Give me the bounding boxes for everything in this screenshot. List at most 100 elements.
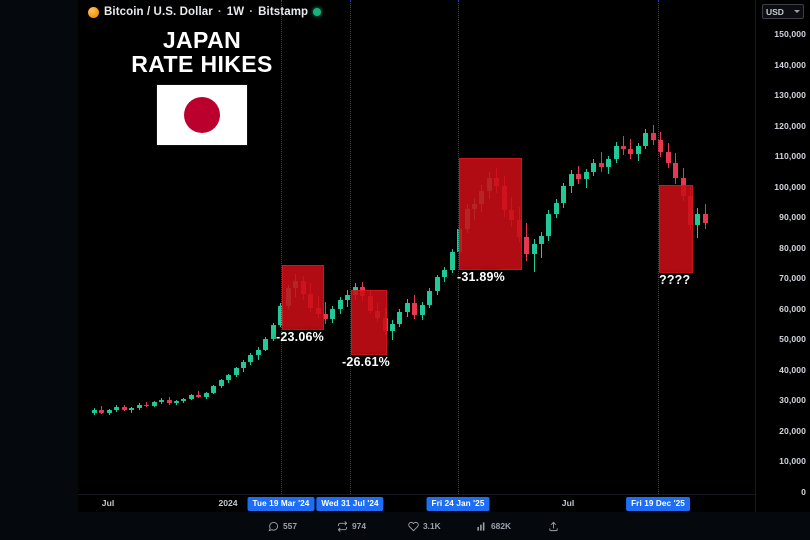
interval-label[interactable]: 1W: [226, 6, 245, 18]
price-tick: 70,000: [779, 273, 806, 284]
candle-body: [226, 374, 232, 380]
candle-body: [211, 386, 217, 394]
social-action-bar: 557 974 3.1K 682K: [0, 512, 810, 540]
price-tick: 60,000: [779, 303, 806, 314]
candle-body: [397, 312, 403, 324]
candle-body: [322, 314, 328, 319]
candle-body: [218, 380, 224, 387]
candle-body: [434, 277, 440, 292]
candle-wick: [324, 302, 326, 325]
price-tick: 90,000: [779, 212, 806, 223]
candle-body: [561, 186, 567, 204]
candle-body: [695, 213, 701, 225]
candle-body: [151, 402, 157, 407]
drawdown-label-4: ????: [659, 273, 691, 287]
candle-body: [263, 338, 269, 350]
candle-body: [442, 270, 448, 278]
views-metric[interactable]: 682K: [476, 521, 511, 532]
candle-body: [121, 406, 127, 411]
currency-label: USD: [766, 6, 784, 17]
drawdown-box-4[interactable]: [659, 185, 693, 273]
price-tick: 120,000: [774, 120, 806, 131]
candle-body: [650, 133, 656, 140]
candle-body: [241, 362, 246, 369]
exchange-label[interactable]: Bitstamp: [258, 6, 309, 18]
price-tick: 80,000: [779, 242, 806, 253]
candle-body: [539, 235, 544, 245]
drawdown-box-1[interactable]: [282, 265, 324, 330]
candle-body: [524, 236, 530, 255]
event-vline-3[interactable]: [458, 0, 459, 494]
candle-body: [248, 354, 254, 363]
candle-body: [583, 171, 589, 180]
candle-body: [658, 139, 664, 153]
drawdown-box-2[interactable]: [351, 290, 387, 355]
candle-wick: [533, 239, 535, 272]
overlay-line-1: JAPAN: [162, 27, 242, 53]
repost-metric[interactable]: 974: [337, 520, 366, 532]
candle-body: [278, 306, 284, 325]
candle-body: [576, 174, 582, 180]
candle-body: [643, 133, 649, 146]
candle-body: [106, 410, 112, 413]
candlestick-plot[interactable]: -23.06% -26.61% -31.89%????: [78, 0, 756, 494]
views-count: 682K: [491, 521, 512, 531]
flag-sun-disc: [184, 96, 220, 133]
date-badge-1[interactable]: Tue 19 Mar '24: [247, 496, 315, 511]
candle-body: [449, 251, 455, 271]
event-vline-4[interactable]: [658, 0, 659, 494]
candle-body: [427, 291, 433, 306]
price-tick: 150,000: [774, 29, 806, 39]
date-badge-4[interactable]: Fri 19 Dec '25: [626, 496, 690, 511]
candle-body: [419, 305, 425, 316]
symbol-header[interactable]: Bitcoin / U.S. Dollar · 1W · Bitstamp: [88, 2, 322, 22]
candle-body: [270, 324, 276, 339]
candle-body: [173, 401, 179, 404]
currency-selector[interactable]: USD: [762, 4, 804, 19]
candle-wick: [600, 152, 602, 173]
repost-count: 974: [352, 521, 366, 531]
candle-body: [568, 174, 574, 187]
date-badge-2[interactable]: Wed 31 Jul '24: [316, 496, 384, 511]
candle-body: [129, 408, 135, 411]
candle-body: [531, 244, 537, 255]
price-tick: 140,000: [774, 59, 806, 70]
reply-metric[interactable]: 557: [268, 521, 297, 532]
drawdown-box-3[interactable]: [459, 158, 522, 270]
title-overlay: JAPAN RATE HIKES: [108, 28, 296, 145]
candle-body: [702, 213, 708, 223]
symbol-name[interactable]: Bitcoin / U.S. Dollar: [104, 6, 213, 18]
price-tick: 100,000: [774, 181, 806, 192]
date-badge-3[interactable]: Fri 24 Jan '25: [426, 496, 490, 511]
candle-body: [591, 162, 597, 172]
event-vline-2[interactable]: [350, 0, 351, 494]
candle-body: [144, 404, 150, 407]
like-metric[interactable]: 3.1K: [408, 521, 441, 532]
share-button[interactable]: [548, 521, 559, 532]
candle-wick: [198, 391, 200, 399]
price-tick: 50,000: [779, 334, 806, 345]
event-vline-1[interactable]: [281, 0, 282, 494]
candle-body: [412, 302, 418, 316]
candle-body: [665, 152, 671, 164]
candle-body: [613, 145, 619, 159]
candle-body: [337, 300, 343, 310]
price-tick: 30,000: [779, 395, 806, 406]
candle-body: [203, 393, 209, 397]
time-tick: Jul: [101, 498, 115, 508]
market-open-dot-icon: [313, 8, 322, 16]
candle-body: [233, 368, 239, 375]
candle-body: [635, 145, 641, 155]
candle-body: [181, 398, 187, 402]
time-axis[interactable]: Jul 2024 Jul Tue 19 Mar '24 Wed 31 Jul '24 Fr…: [78, 494, 756, 513]
price-tick: 0: [801, 487, 806, 497]
drawdown-label-1: -23.06%: [276, 330, 324, 344]
candle-body: [255, 349, 261, 355]
candle-wick: [622, 135, 624, 155]
time-tick: Jul: [561, 498, 575, 508]
candle-body: [99, 409, 105, 413]
drawdown-label-3: -31.89%: [457, 270, 505, 284]
candle-body: [673, 163, 679, 179]
price-axis[interactable]: USD 150,000 140,000 130,000 120,000 110,000 1…: [755, 0, 810, 536]
